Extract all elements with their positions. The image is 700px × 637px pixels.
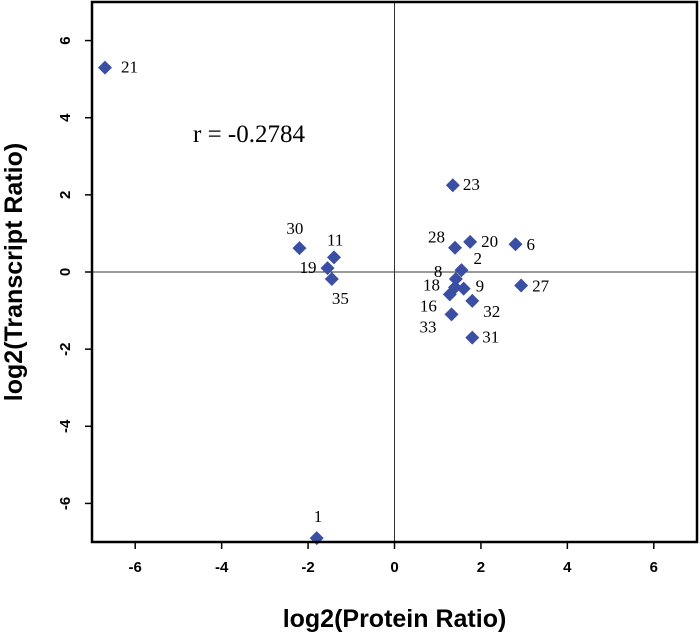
x-tick-label: -4 — [215, 559, 229, 576]
point-30 — [292, 241, 307, 256]
point-label-11: 11 — [327, 230, 343, 249]
y-axis-title: log2(Transcript Ratio) — [0, 143, 28, 401]
y-tick-label: 2 — [57, 191, 74, 199]
point-label-1: 1 — [314, 507, 323, 526]
x-tick-label: 4 — [563, 559, 572, 576]
point-2 — [454, 263, 469, 278]
point-32 — [465, 293, 480, 308]
point-label-27: 27 — [532, 277, 550, 296]
point-31 — [465, 330, 480, 345]
x-tick-label: 2 — [477, 559, 485, 576]
point-9 — [456, 281, 471, 296]
point-label-9: 9 — [476, 277, 485, 296]
y-tick-label: -4 — [57, 419, 74, 433]
point-label-20: 20 — [481, 232, 498, 251]
point-label-19: 19 — [300, 258, 317, 277]
point-label-16: 16 — [420, 296, 437, 315]
point-33 — [444, 307, 459, 322]
point-label-8: 8 — [434, 262, 443, 281]
point-19 — [320, 261, 335, 276]
point-label-28: 28 — [428, 228, 445, 247]
point-label-2: 2 — [473, 249, 482, 268]
correlation-annotation: r = -0.2784 — [193, 121, 305, 148]
point-label-21: 21 — [121, 58, 138, 77]
x-tick-label: -2 — [301, 559, 314, 576]
point-6 — [508, 237, 523, 252]
point-label-6: 6 — [527, 235, 536, 254]
point-28 — [448, 240, 462, 255]
x-tick-label: 6 — [650, 559, 658, 576]
point-35 — [324, 271, 339, 286]
point-27 — [514, 278, 529, 293]
point-label-23: 23 — [463, 175, 480, 194]
point-label-32: 32 — [483, 302, 500, 321]
point-label-33: 33 — [420, 317, 437, 336]
point-label-30: 30 — [286, 219, 303, 238]
point-11 — [327, 250, 341, 265]
y-tick-label: -6 — [57, 497, 74, 510]
point-label-35: 35 — [332, 289, 349, 308]
plot-frame — [90, 0, 699, 544]
x-tick-label: 0 — [390, 559, 398, 576]
point-21 — [97, 60, 112, 75]
point-8 — [448, 271, 463, 286]
y-tick-label: 0 — [57, 268, 74, 276]
x-axis-title: log2(Protein Ratio) — [283, 605, 507, 633]
y-tick-label: -2 — [57, 342, 74, 355]
x-tick-label: -6 — [129, 559, 142, 576]
y-tick-label: 4 — [57, 113, 74, 122]
point-label-31: 31 — [482, 328, 499, 347]
y-tick-label: 6 — [57, 36, 74, 44]
point-16 — [442, 287, 457, 302]
point-label-18: 18 — [423, 275, 440, 294]
point-20 — [463, 234, 478, 249]
point-23 — [445, 178, 460, 193]
